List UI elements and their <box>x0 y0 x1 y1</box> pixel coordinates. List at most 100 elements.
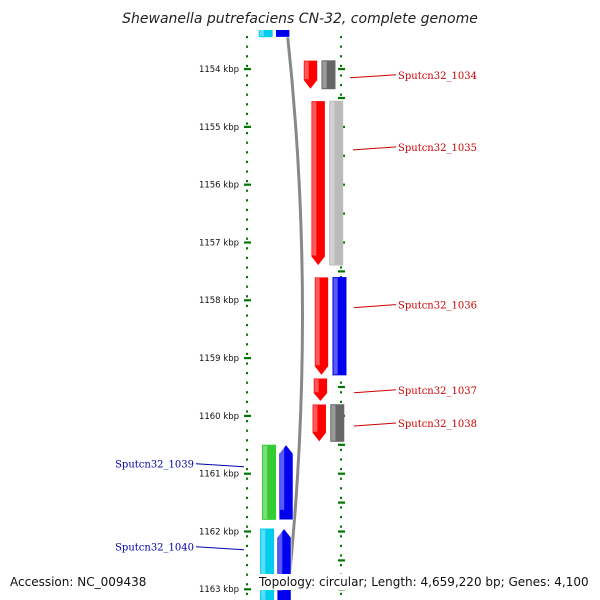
ruler-major-tick <box>244 588 251 591</box>
ruler-dot <box>246 218 248 221</box>
outer-ruler-tick <box>338 559 345 562</box>
ruler-dot <box>246 583 248 586</box>
outer-ruler-dot <box>340 400 342 403</box>
gene-homolog-Sputcn32_1035-highlight <box>330 101 335 265</box>
gene-homolog-Sputcn32_1034 <box>321 60 336 90</box>
ruler-dot <box>246 208 248 211</box>
gene-label-Sputcn32_1037: Sputcn32_1037 <box>398 386 477 397</box>
scale-tick-label: 1154 kbp <box>199 65 239 75</box>
gene-arrow-Sputcn32_1035-highlight <box>312 101 317 256</box>
outer-ruler-dot <box>340 564 342 567</box>
ruler-dot <box>246 410 248 413</box>
outer-ruler-tick <box>338 472 345 475</box>
scale-tick-label: 1159 kbp <box>199 354 239 364</box>
gene-arrow-Sputcn32_1034-highlight <box>304 61 309 80</box>
genome-summary-text: Topology: circular; Length: 4,659,220 bp… <box>256 574 592 590</box>
ruler-dot <box>246 36 248 39</box>
outer-ruler-dot <box>340 458 342 461</box>
ruler-dot <box>246 55 248 58</box>
outer-ruler-dot <box>340 516 342 519</box>
ruler-dot <box>246 247 248 250</box>
ruler-dot <box>246 352 248 355</box>
ruler-dot <box>246 544 248 547</box>
outer-ruler-dot <box>340 506 342 509</box>
ruler-dot <box>246 592 248 595</box>
outer-ruler-dot <box>340 544 342 547</box>
ruler-major-tick <box>244 472 251 475</box>
ruler-dot <box>246 74 248 77</box>
gene-arrow-Sputcn32_1039 <box>278 444 294 521</box>
ruler-dot <box>246 276 248 279</box>
ruler-dot <box>246 372 248 375</box>
gene-arrow-Sputcn32_1040-highlight <box>278 529 283 591</box>
outer-ruler-tick <box>338 501 345 504</box>
ruler-dot <box>246 122 248 125</box>
ruler-major-tick <box>244 357 251 360</box>
ruler-dot <box>246 439 248 442</box>
ruler-dot <box>246 535 248 538</box>
ruler-dot <box>246 516 248 519</box>
gene-arrow-Sputcn32_1036-body <box>314 276 329 376</box>
gene-label-Sputcn32_1034: Sputcn32_1034 <box>398 71 477 82</box>
ruler-dot <box>246 141 248 144</box>
gene-homolog-Sputcn32_1034-body <box>321 60 336 90</box>
scale-tick-label: 1163 kbp <box>199 585 239 595</box>
ruler-dot <box>246 132 248 135</box>
ruler-dot <box>246 448 248 451</box>
ruler-dot <box>246 391 248 394</box>
outer-ruler-tick <box>338 68 345 71</box>
scale-tick-label: 1156 kbp <box>199 181 239 191</box>
ruler-dot <box>246 487 248 490</box>
ruler-dot <box>246 554 248 557</box>
ruler-dot <box>246 564 248 567</box>
ruler-major-tick <box>244 530 251 533</box>
map-title: Shewanella putrefaciens CN-32, complete … <box>122 11 478 27</box>
title-background <box>120 0 480 30</box>
gene-leader-line <box>353 389 397 394</box>
ruler-dot <box>246 324 248 327</box>
gene-homolog-Sputcn32_1038-highlight <box>331 405 336 441</box>
gene-arrow-Sputcn32_1039-body <box>278 444 294 521</box>
outer-ruler-dot <box>340 391 342 394</box>
ruler-dot <box>246 525 248 528</box>
gene-homolog-Sputcn32_1040-highlight <box>261 529 266 600</box>
ruler-dot <box>246 343 248 346</box>
outer-ruler-tick <box>338 270 345 273</box>
ruler-dot <box>246 45 248 48</box>
outer-ruler-dot <box>340 84 342 87</box>
gene-homolog-Sputcn32_1036-body <box>332 277 347 376</box>
gene-arrow-Sputcn32_1037 <box>313 377 328 402</box>
ruler-dot <box>246 180 248 183</box>
ruler-dot <box>246 477 248 480</box>
ruler-dot <box>246 64 248 67</box>
gene-arrow-Sputcn32_1038 <box>311 403 327 443</box>
ruler-dot <box>246 362 248 365</box>
genome-backbone <box>285 29 304 600</box>
ruler-dot <box>246 285 248 288</box>
gene-label-Sputcn32_1040: Sputcn32_1040 <box>115 543 194 554</box>
gene-label-Sputcn32_1038: Sputcn32_1038 <box>398 419 477 430</box>
accession-text: Accession: NC_009438 <box>8 574 149 590</box>
outer-ruler-dot <box>340 74 342 77</box>
outer-ruler-dot <box>340 36 342 39</box>
ruler-dot <box>246 295 248 298</box>
ruler-dot <box>246 266 248 269</box>
ruler-dot <box>246 458 248 461</box>
gene-leader-line <box>195 546 245 551</box>
ruler-major-tick <box>244 241 251 244</box>
outer-ruler-dot <box>340 55 342 58</box>
scale-tick-label: 1160 kbp <box>199 412 239 422</box>
ruler-dot <box>246 468 248 471</box>
gene-arrow-Sputcn32_1037-highlight <box>314 379 319 393</box>
outer-ruler-tick <box>338 96 345 100</box>
gene-leader-line <box>353 422 397 427</box>
ruler-dot <box>246 314 248 317</box>
gene-homolog-Sputcn32_1039-highlight <box>263 445 268 519</box>
ruler-dot <box>246 199 248 202</box>
ruler-dot <box>246 496 248 499</box>
gene-arrow-Sputcn32_1036 <box>314 276 329 376</box>
outer-ruler-dot <box>340 45 342 48</box>
gene-label-Sputcn32_1036: Sputcn32_1036 <box>398 301 477 312</box>
gene-arrow-Sputcn32_1035 <box>310 100 326 267</box>
